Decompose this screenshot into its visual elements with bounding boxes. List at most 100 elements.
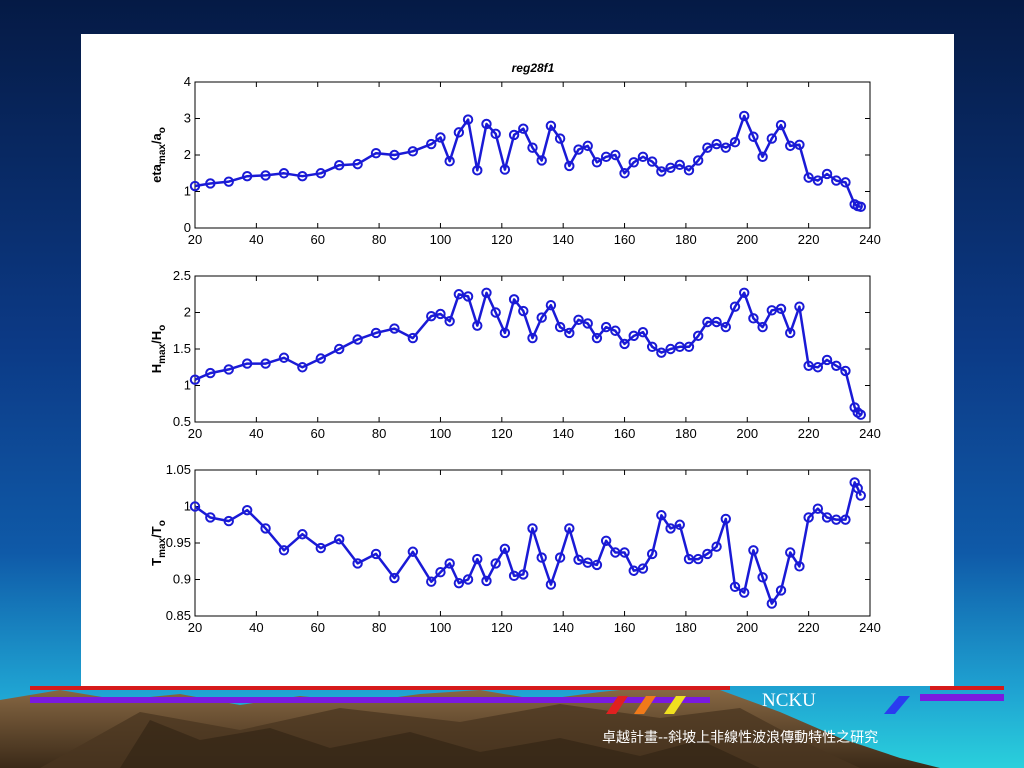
data-point (619, 168, 630, 179)
axes-frame (194, 275, 871, 423)
data-point (426, 576, 437, 587)
data-point (490, 307, 501, 318)
data-point (855, 409, 866, 420)
y-axis-label-part: max (157, 144, 168, 164)
x-tick-label: 100 (430, 426, 452, 441)
data-point (720, 321, 731, 333)
data-point (564, 327, 575, 339)
data-point (389, 149, 400, 161)
x-tick-label: 60 (310, 232, 324, 247)
data-point (453, 289, 465, 300)
x-tick-label: 160 (614, 426, 636, 441)
data-point (499, 327, 511, 339)
data-point (739, 110, 750, 122)
data-point (370, 548, 382, 560)
data-point (407, 146, 419, 157)
data-point (205, 367, 216, 379)
data-point (692, 155, 704, 166)
data-point (334, 160, 345, 171)
x-tick-label: 180 (675, 620, 697, 635)
data-point (189, 501, 201, 512)
data-point (370, 147, 382, 159)
data-point (278, 168, 290, 179)
x-tick-label: 200 (736, 232, 758, 247)
data-point (352, 558, 363, 569)
data-point (444, 316, 455, 327)
subplot-1: 20 40 60 80 100 120 140 160 180 200 220 240 0 1 2 3 4 eta… (149, 74, 881, 247)
data-point (766, 133, 778, 144)
y-axis-label: etamax/ao (149, 127, 168, 183)
y-tick-label: 0.85 (166, 608, 191, 623)
data-point (545, 300, 557, 311)
data-point (711, 316, 722, 328)
axes-frame (194, 469, 871, 617)
x-tick-label: 240 (859, 620, 881, 635)
data-point (656, 166, 667, 177)
data-point (855, 201, 866, 213)
x-tick-label: 100 (430, 232, 452, 247)
data-point (831, 360, 842, 371)
data-point (692, 553, 704, 565)
subplots: 20 40 60 80 100 120 140 160 180 200 220 24001234eta… (149, 74, 881, 635)
data-point (748, 131, 759, 142)
data-point (794, 561, 805, 572)
data-point (849, 402, 860, 413)
data-point (573, 144, 584, 155)
data-point (278, 352, 290, 363)
data-point (582, 557, 593, 568)
y-tick-label: 1 (184, 184, 191, 199)
data-point (334, 534, 345, 545)
data-point (508, 570, 520, 582)
data-point (591, 332, 603, 344)
data-point (785, 327, 796, 339)
data-point (536, 312, 547, 323)
data-point (527, 332, 538, 344)
data-point (637, 151, 649, 163)
data-point (518, 305, 529, 317)
data-point (297, 362, 308, 373)
data-point (435, 567, 446, 578)
data-point (729, 137, 741, 148)
data-point (389, 572, 400, 584)
data-point (223, 515, 234, 527)
x-tick-label: 120 (491, 232, 513, 247)
data-point (821, 354, 833, 366)
data-point (591, 157, 603, 168)
x-tick-label: 40 (249, 620, 263, 635)
data-point (646, 156, 658, 167)
x-tick-label: 220 (798, 426, 820, 441)
data-point (646, 341, 658, 353)
data-point (490, 128, 501, 140)
series-line (194, 291, 862, 416)
figure-svg: reg28f1 20 40 60 80 100 120 140 160 180 200 220 240… (149, 61, 881, 635)
data-point (748, 545, 759, 556)
data-point (855, 490, 866, 501)
data-point (665, 523, 676, 534)
data-point (729, 581, 741, 592)
data-point (370, 327, 382, 339)
data-point (803, 512, 814, 523)
data-point (407, 332, 419, 344)
data-point (518, 569, 529, 580)
data-point (260, 170, 271, 181)
data-point (241, 504, 253, 516)
data-point (223, 176, 234, 187)
footer-caption: 卓越計畫--斜坡上非線性波浪傳動特性之研究 (602, 730, 879, 746)
data-point (794, 301, 805, 312)
data-point (499, 543, 511, 555)
data-point (462, 574, 474, 585)
data-point (205, 178, 216, 189)
mountain-landscape (0, 686, 940, 768)
data-point (205, 512, 216, 523)
data-point (646, 548, 658, 560)
data-point (775, 585, 787, 596)
data-point (812, 175, 824, 186)
data-point (840, 365, 851, 377)
figure-panel: reg28f1 20 40 60 80 100 120 140 160 180 200 220 240… (81, 34, 954, 686)
data-point (757, 151, 768, 163)
y-axis-label-part: o (157, 325, 168, 331)
data-point (389, 323, 400, 334)
x-tick-label: 60 (310, 620, 324, 635)
y-axis-label-part: o (157, 127, 168, 133)
figure-title: reg28f1 (512, 61, 555, 75)
